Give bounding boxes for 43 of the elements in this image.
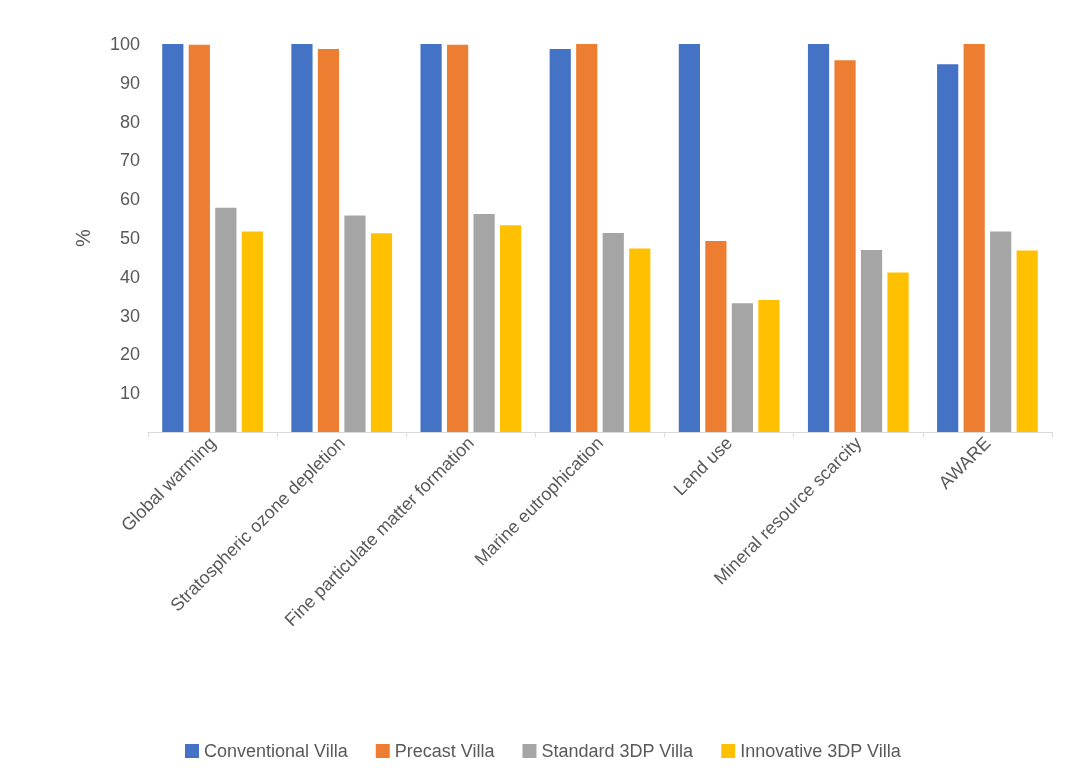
bar <box>731 303 753 432</box>
legend-label: Conventional Villa <box>204 741 349 761</box>
bar <box>990 231 1012 432</box>
bar <box>420 44 442 432</box>
y-tick-label: 10 <box>119 383 140 404</box>
bar <box>500 225 522 432</box>
y-tick-label: 50 <box>119 228 140 248</box>
y-tick-label: 80 <box>119 111 140 132</box>
bar <box>447 44 469 432</box>
y-tick-label: 70 <box>119 150 140 171</box>
bar <box>549 49 571 432</box>
bar <box>370 233 393 432</box>
y-tick-label: 20 <box>119 344 140 365</box>
bar <box>834 60 856 432</box>
bar <box>602 232 624 432</box>
y-axis-title: % <box>72 228 94 247</box>
bar <box>241 231 263 432</box>
bar <box>291 44 313 432</box>
y-tick-label: 40 <box>119 266 140 287</box>
bar <box>758 300 780 432</box>
y-tick-label: 90 <box>119 72 140 93</box>
bar <box>860 250 883 432</box>
bar <box>188 44 210 432</box>
bar <box>937 64 959 432</box>
bar <box>344 215 366 432</box>
bar <box>1016 250 1038 432</box>
y-tick-label: 30 <box>119 305 140 326</box>
bar <box>705 241 727 432</box>
bar <box>807 44 830 432</box>
legend-label: Standard 3DP Villa <box>541 741 694 761</box>
bar <box>162 44 184 432</box>
bar <box>678 44 700 432</box>
bar <box>473 213 495 432</box>
legend-label: Precast Villa <box>394 741 496 761</box>
bar <box>317 49 340 432</box>
y-tick-label: 100 <box>109 34 140 54</box>
legend-label: Innovative 3DP Villa <box>740 741 902 761</box>
bar <box>215 207 237 432</box>
y-tick-label: 60 <box>119 189 140 210</box>
bar <box>576 44 598 432</box>
bar <box>963 44 985 432</box>
bar <box>629 248 651 432</box>
bar <box>887 272 909 432</box>
